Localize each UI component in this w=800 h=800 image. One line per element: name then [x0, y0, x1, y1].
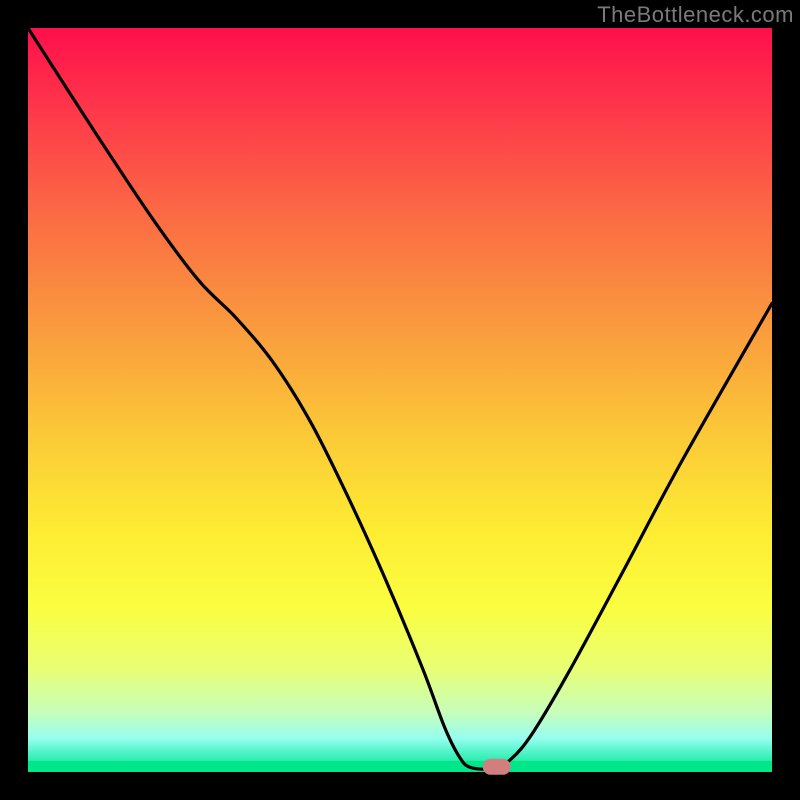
gradient-background — [28, 28, 772, 772]
bottleneck-curve-chart — [0, 0, 800, 800]
baseline-band — [28, 761, 772, 772]
optimum-marker — [483, 759, 511, 775]
watermark-label: TheBottleneck.com — [597, 2, 794, 28]
chart-container: TheBottleneck.com — [0, 0, 800, 800]
